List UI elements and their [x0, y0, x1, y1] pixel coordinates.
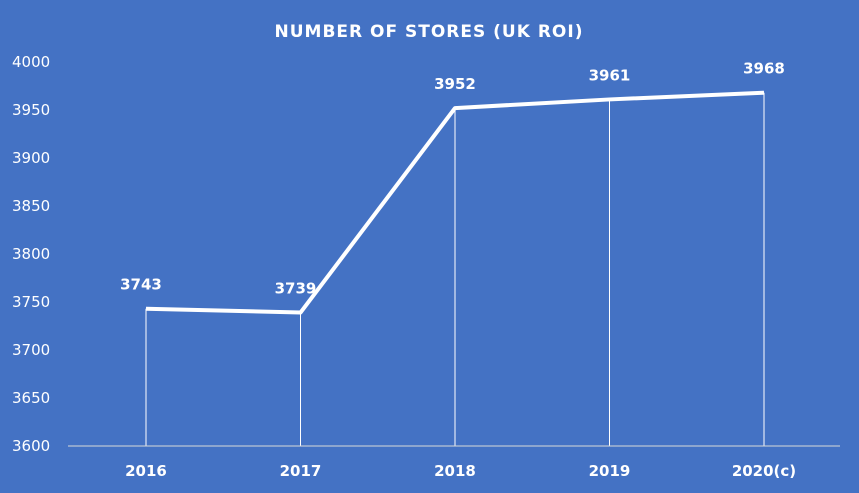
y-tick-label: 3600: [12, 437, 50, 455]
x-axis: 2016 2017 2018 2019 2020(c): [125, 462, 796, 480]
data-labels: 3743 3739 3952 3961 3968: [120, 60, 785, 298]
data-label: 3968: [743, 60, 785, 78]
x-tick-label: 2016: [125, 462, 167, 480]
series-line: [145, 90, 765, 315]
y-tick-label: 3650: [12, 389, 50, 407]
y-tick-label: 3750: [12, 293, 50, 311]
y-tick-label: 3700: [12, 341, 50, 359]
x-tick-label: 2019: [589, 462, 631, 480]
data-label: 3952: [434, 75, 476, 93]
x-tick-label: 2018: [434, 462, 476, 480]
drop-lines: [145, 92, 765, 446]
data-label: 3961: [589, 66, 631, 84]
chart-title: NUMBER OF STORES (UK ROI): [275, 22, 584, 42]
data-label: 3743: [120, 276, 162, 294]
x-tick-label: 2020(c): [732, 462, 796, 480]
x-tick-label: 2017: [280, 462, 322, 480]
y-tick-label: 3950: [12, 101, 50, 119]
y-tick-label: 3800: [12, 245, 50, 263]
y-tick-label: 3900: [12, 149, 50, 167]
y-tick-label: 4000: [12, 53, 50, 71]
y-tick-label: 3850: [12, 197, 50, 215]
data-label: 3739: [275, 280, 317, 298]
y-axis: 3600 3650 3700 3750 3800 3850 3900 3950 4000: [12, 53, 50, 455]
